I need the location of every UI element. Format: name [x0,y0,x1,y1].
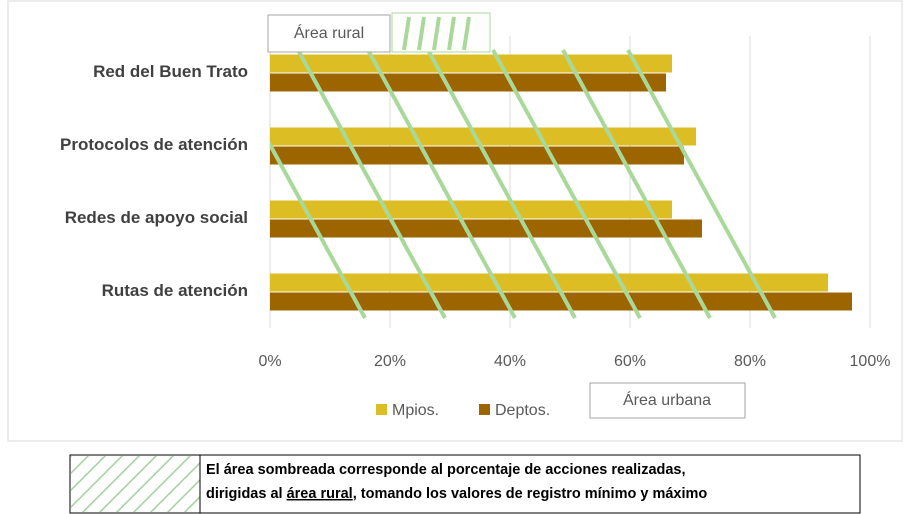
legend-swatch [376,404,387,415]
bar [270,219,702,238]
urban-box [589,382,746,419]
legend-swatch [479,404,490,415]
urban-label: Área urbana [623,390,711,409]
legend-label: Deptos. [495,402,550,419]
bar [270,73,666,92]
rural-hatch [270,49,777,319]
note-text: dirigidas al [206,486,287,502]
bar [270,54,672,73]
rural-swatch-hatch [402,16,471,51]
bar [270,127,696,146]
legend-label: Mpios. [392,402,439,419]
bar [270,146,684,165]
x-tick-label: 60% [614,353,646,370]
x-tick-label: 0% [258,353,281,370]
note-hatch [71,456,200,512]
rural-box [267,14,391,53]
rural-label: Área rural [294,23,364,42]
bar [270,292,852,311]
category-label: Rutas de atención [102,281,248,300]
category-label: Redes de apoyo social [65,208,248,227]
category-label: Red del Buen Trato [93,62,248,81]
note-underline: área rural [287,486,353,502]
note-line-2: dirigidas al área rural, tomando los val… [206,486,707,502]
note-line-1: El área sombreada corresponde al porcent… [206,462,686,478]
note-text: , tomando los valores de registro mínimo… [353,486,708,502]
bar [270,200,672,219]
x-tick-label: 40% [494,353,526,370]
note-box [69,454,861,514]
bar [270,273,828,292]
x-tick-label: 100% [850,353,891,370]
x-tick-label: 80% [734,353,766,370]
category-label: Protocolos de atención [60,135,248,154]
x-tick-label: 20% [374,353,406,370]
